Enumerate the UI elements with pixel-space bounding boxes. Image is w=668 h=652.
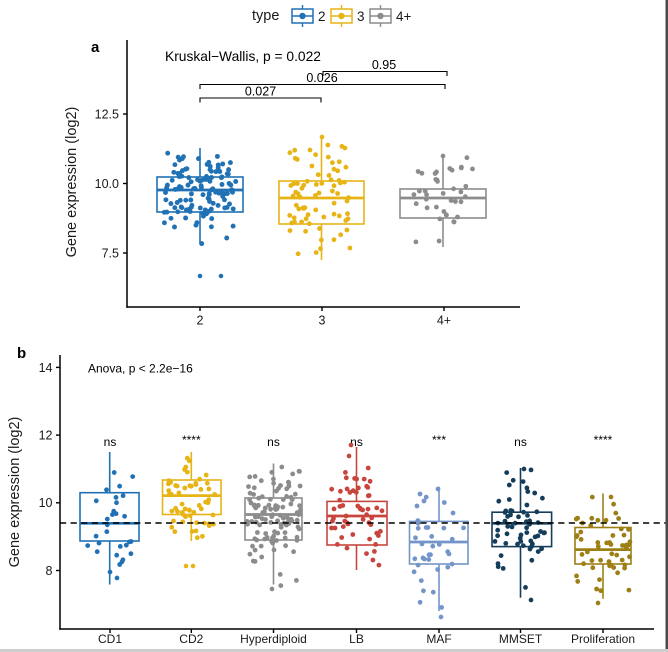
svg-text:10: 10 [39, 496, 53, 510]
svg-text:7.5: 7.5 [102, 246, 119, 260]
svg-text:LB: LB [349, 632, 364, 646]
svg-text:Kruskal−Wallis, p = 0.022: Kruskal−Wallis, p = 0.022 [165, 49, 321, 64]
svg-text:***: *** [432, 433, 446, 447]
svg-text:CD2: CD2 [179, 632, 203, 646]
svg-text:CD1: CD1 [98, 632, 122, 646]
svg-text:4+: 4+ [437, 314, 451, 328]
svg-text:3: 3 [357, 9, 365, 24]
svg-text:ns: ns [350, 435, 363, 449]
svg-text:ns: ns [514, 435, 527, 449]
svg-text:Gene expression (log2): Gene expression (log2) [7, 417, 23, 568]
svg-text:0.027: 0.027 [245, 85, 276, 99]
svg-text:Proliferation: Proliferation [571, 632, 635, 646]
svg-text:MAF: MAF [426, 632, 451, 646]
svg-text:Hyperdiploid: Hyperdiploid [240, 632, 307, 646]
svg-text:ns: ns [267, 435, 280, 449]
svg-text:8: 8 [46, 564, 53, 578]
svg-text:2: 2 [318, 9, 326, 24]
svg-text:10.0: 10.0 [95, 177, 119, 191]
svg-text:b: b [17, 345, 26, 362]
svg-text:Anova, p < 2.2e−16: Anova, p < 2.2e−16 [88, 362, 193, 376]
svg-text:12: 12 [39, 429, 53, 443]
svg-text:****: **** [594, 433, 613, 447]
svg-text:Gene expression (log2): Gene expression (log2) [64, 107, 80, 258]
svg-text:type: type [252, 8, 279, 24]
svg-text:12.5: 12.5 [95, 107, 119, 121]
svg-text:14: 14 [39, 361, 53, 375]
svg-text:2: 2 [197, 314, 204, 328]
svg-text:4+: 4+ [396, 9, 412, 24]
svg-text:a: a [91, 39, 100, 56]
svg-text:3: 3 [319, 314, 326, 328]
svg-text:ns: ns [104, 435, 117, 449]
svg-text:MMSET: MMSET [499, 632, 543, 646]
svg-text:****: **** [182, 433, 201, 447]
svg-text:0.95: 0.95 [372, 58, 396, 72]
svg-text:0.026: 0.026 [306, 71, 337, 85]
